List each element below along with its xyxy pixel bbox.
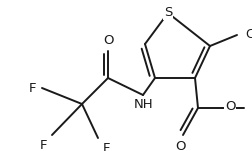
Text: F: F bbox=[28, 82, 36, 95]
Text: F: F bbox=[103, 142, 110, 151]
Text: NH: NH bbox=[134, 98, 154, 111]
Text: CH₃: CH₃ bbox=[245, 27, 252, 40]
Text: O: O bbox=[103, 34, 113, 47]
Text: O: O bbox=[176, 140, 186, 151]
Text: O: O bbox=[225, 101, 236, 114]
Text: F: F bbox=[40, 139, 47, 151]
Text: S: S bbox=[164, 6, 172, 19]
